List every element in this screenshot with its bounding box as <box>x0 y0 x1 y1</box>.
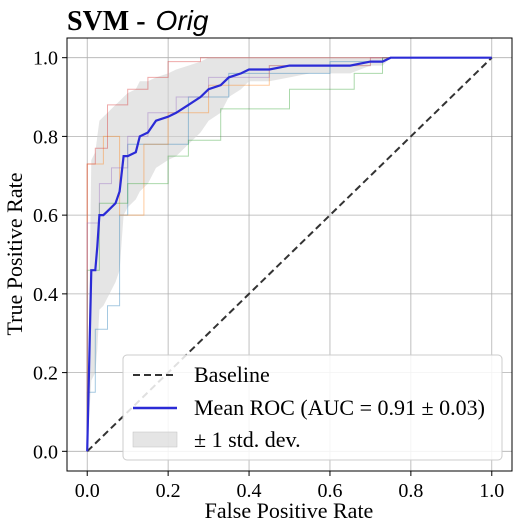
x-tick-label-2: 0.4 <box>237 480 262 502</box>
fold-roc-line-3 <box>86 57 492 452</box>
x-tick-label-5: 1.0 <box>479 480 504 502</box>
x-axis-label: False Positive Rate <box>205 498 374 523</box>
plot-frame <box>66 37 513 472</box>
legend-std-swatch <box>132 431 178 448</box>
x-tick-label-4: 0.8 <box>398 480 423 502</box>
chart-title-bold: SVM - <box>67 6 146 37</box>
fold-roc-line-1 <box>86 57 492 452</box>
chart-title-italic: Orig <box>156 5 209 36</box>
legend-mean-label: Mean ROC (AUC = 0.91 ± 0.03) <box>194 395 485 420</box>
x-tick-label-1: 0.2 <box>156 480 181 502</box>
legend-std-label: ± 1 std. dev. <box>194 427 301 452</box>
y-tick-label-1: 0.2 <box>33 363 58 385</box>
y-tick-label-0: 0.0 <box>33 441 58 463</box>
legend-box <box>122 354 503 461</box>
y-axis-label: True Positive Rate <box>2 173 27 336</box>
x-tick-label-0: 0.0 <box>75 480 100 502</box>
y-tick-label-2: 0.4 <box>33 284 58 306</box>
chart-title: SVM - Orig <box>67 5 209 37</box>
y-axis: 0.0 0.2 0.4 0.6 0.8 1.0 <box>33 48 67 463</box>
fold-roc-line-4 <box>86 57 492 452</box>
mean-roc-line <box>86 56 492 452</box>
legend: Baseline Mean ROC (AUC = 0.91 ± 0.03) ± … <box>122 354 503 461</box>
std-dev-band <box>87 57 492 452</box>
x-axis: 0.0 0.2 0.4 0.6 0.8 1.0 <box>75 471 504 502</box>
y-tick-label-3: 0.6 <box>33 205 58 227</box>
y-tick-label-4: 0.8 <box>33 126 58 148</box>
x-tick-label-3: 0.6 <box>317 480 342 502</box>
legend-baseline-label: Baseline <box>194 362 270 387</box>
y-tick-label-5: 1.0 <box>33 48 58 70</box>
fold-roc-line-5 <box>86 57 492 452</box>
